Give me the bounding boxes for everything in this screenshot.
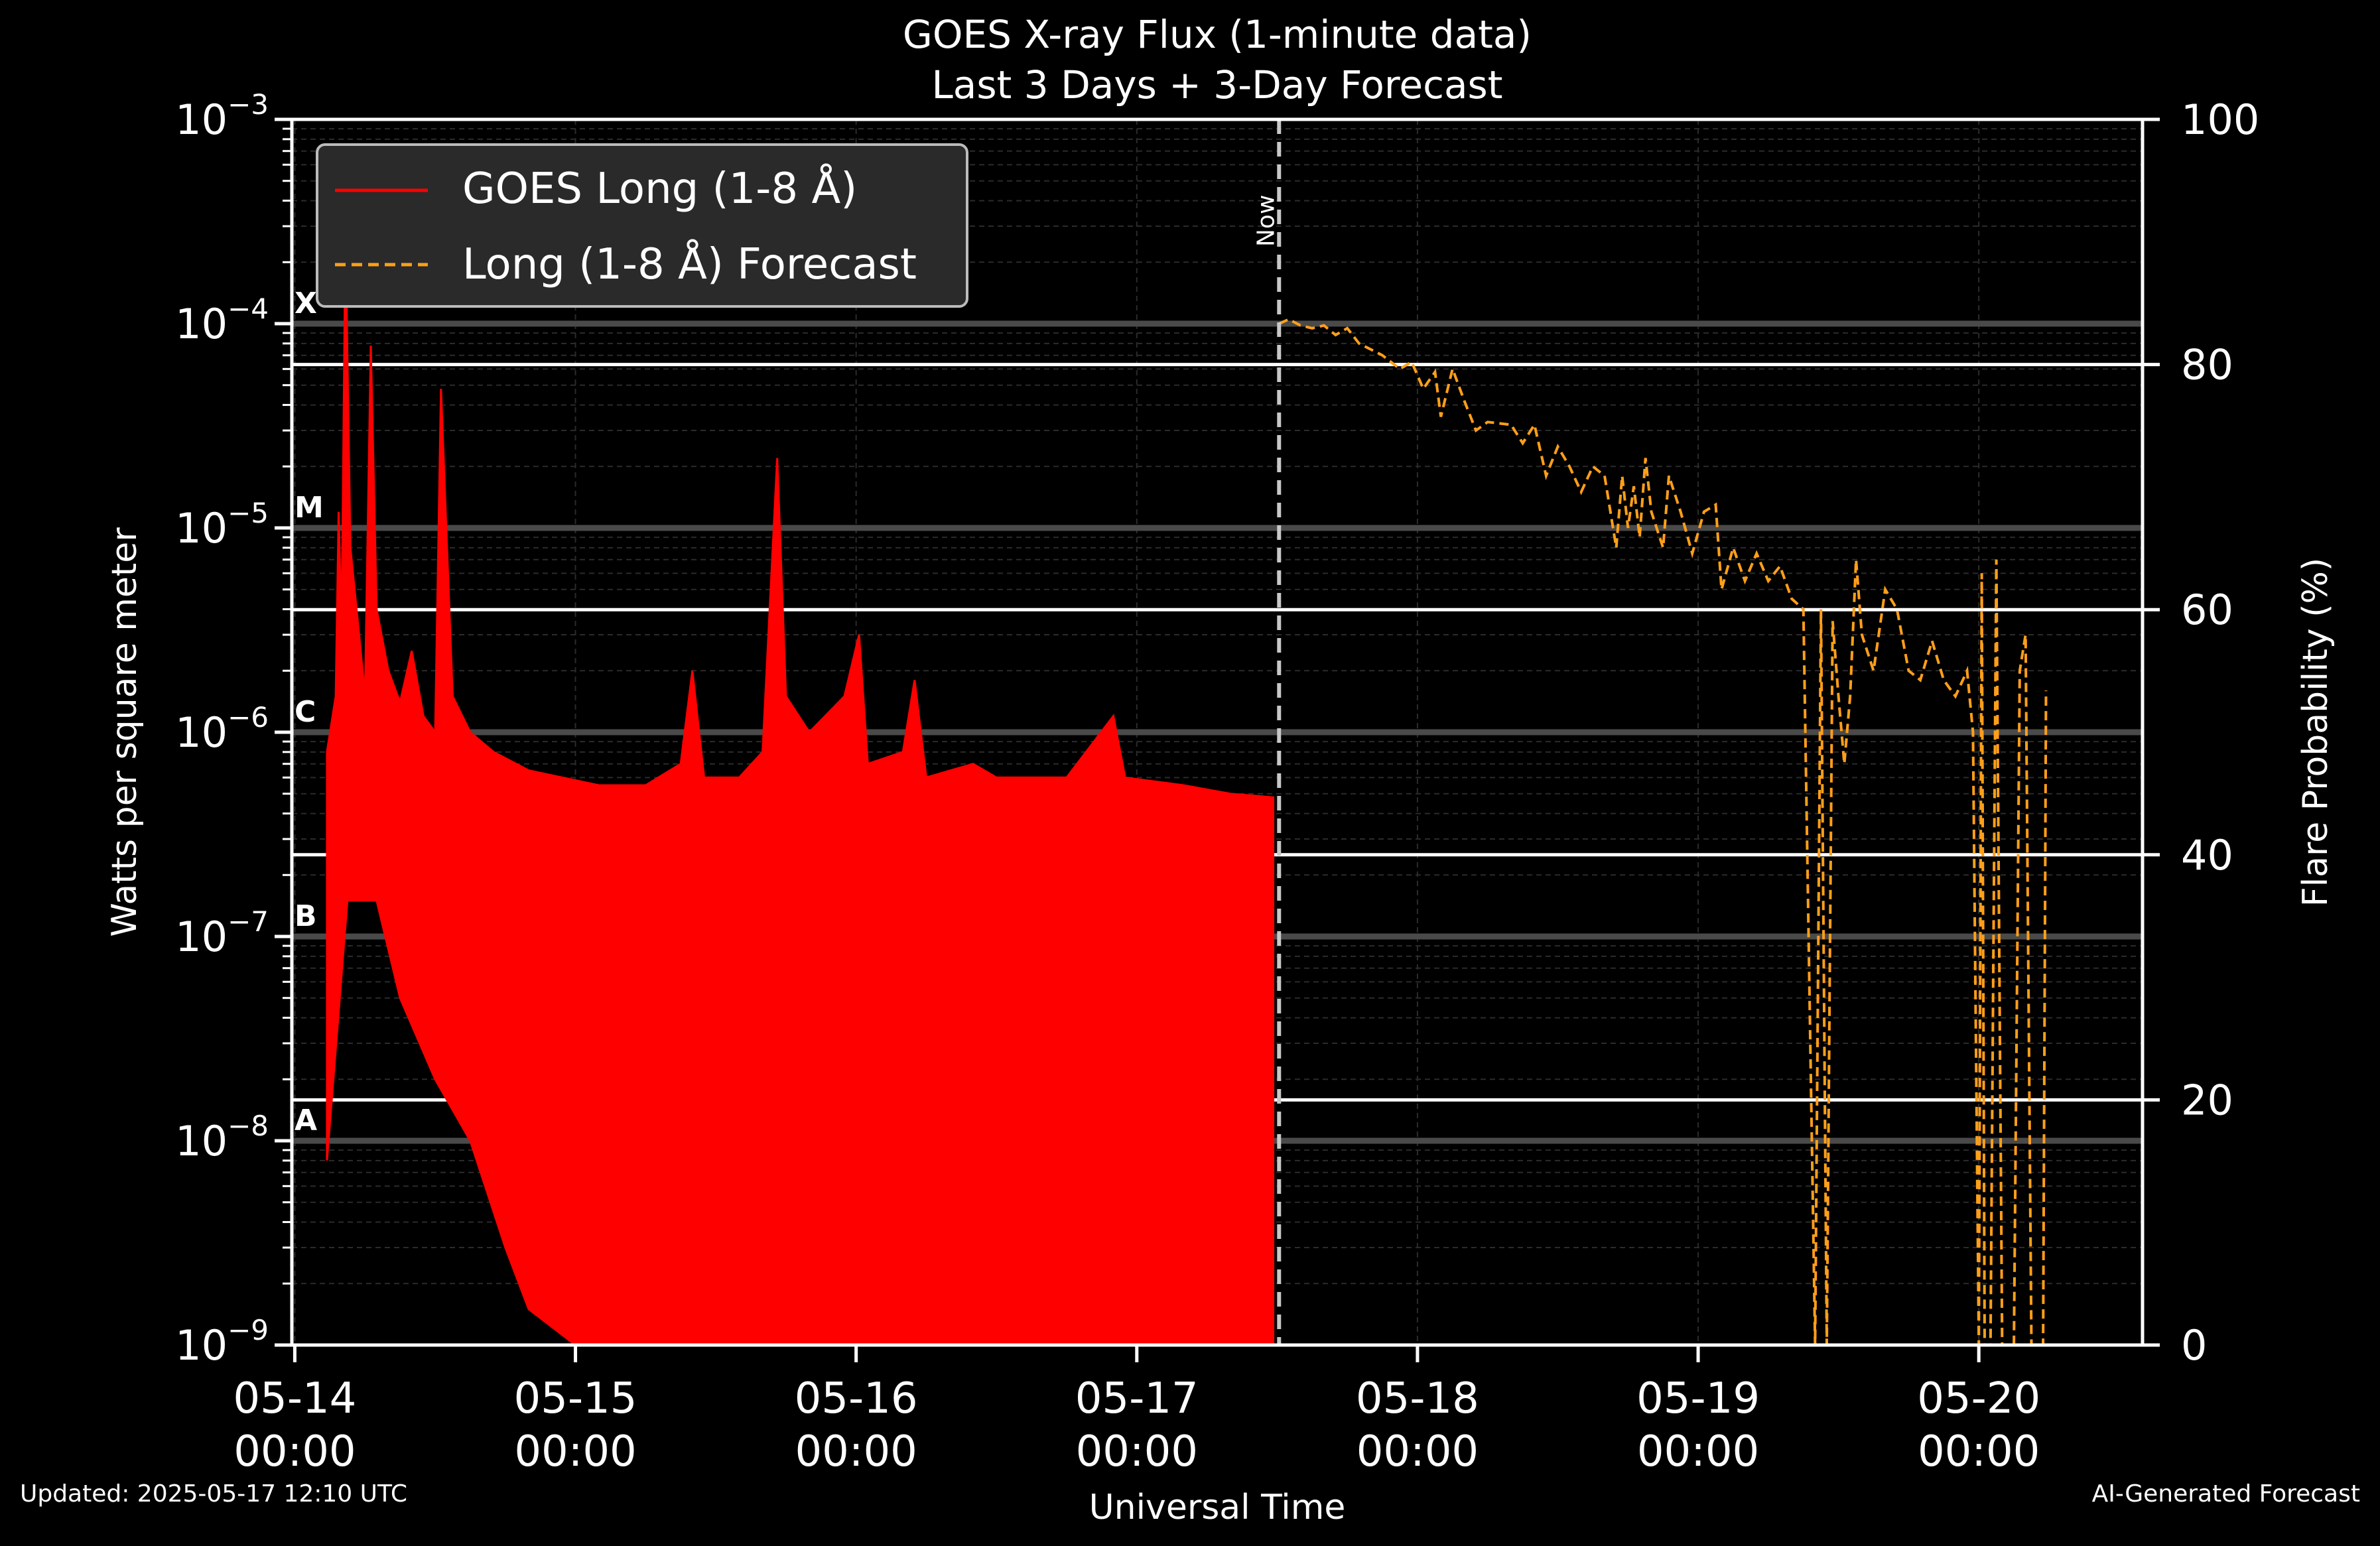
x-tick-label-date: 05-19 <box>1636 1374 1760 1423</box>
updated-timestamp: Updated: 2025-05-17 12:10 UTC <box>20 1480 408 1508</box>
y-tick-label: 10−3 <box>175 88 269 144</box>
x-tick-label-time: 00:00 <box>1637 1427 1759 1476</box>
series-goes-long <box>326 232 1274 1345</box>
y-tick-label: 10−8 <box>175 1110 269 1165</box>
y2-tick-label: 0 <box>2181 1321 2207 1370</box>
y-axis-label: Watts per square meter <box>105 527 145 937</box>
flare-class-label: A <box>295 1104 317 1137</box>
y2-tick-label: 40 <box>2181 831 2233 879</box>
x-tick-label-time: 00:00 <box>514 1427 636 1476</box>
x-tick-label-date: 05-15 <box>514 1374 637 1423</box>
x-tick-label-date: 05-16 <box>795 1374 918 1423</box>
flare-class-label: X <box>295 287 317 320</box>
y-tick-label: 10−4 <box>175 292 269 348</box>
x-tick-label-time: 00:00 <box>233 1427 356 1476</box>
y2-tick-label: 60 <box>2181 586 2233 634</box>
y-axis-ticks: 10−9 10−8 10−7 10−6 10−5 10−4 10−3 <box>175 88 292 1370</box>
flare-class-label: B <box>295 899 317 933</box>
x-tick-label-time: 00:00 <box>1076 1427 1198 1476</box>
y-tick-label: 10−7 <box>175 905 269 961</box>
y2-tick-label: 20 <box>2181 1076 2233 1124</box>
x-tick-label-date: 05-20 <box>1917 1374 2040 1423</box>
chart-title: GOES X-ray Flux (1-minute data) <box>903 12 1532 57</box>
x-tick-label-time: 00:00 <box>1356 1427 1479 1476</box>
legend: GOES Long (1-8 Å) Long (1-8 Å) Forecast <box>316 143 968 308</box>
x-tick-label-date: 05-18 <box>1356 1374 1479 1423</box>
x-tick-label-time: 00:00 <box>795 1427 917 1476</box>
series-long-forecast <box>1278 318 2048 1345</box>
flare-class-label: M <box>295 491 324 525</box>
legend-box <box>316 143 968 308</box>
y-tick-label: 10−9 <box>175 1314 269 1370</box>
y2-axis-ticks: 0 20 40 60 80 100 <box>2143 96 2259 1370</box>
y-tick-label: 10−5 <box>175 497 269 552</box>
y2-axis-label: Flare Probability (%) <box>2296 558 2336 907</box>
y2-tick-label: 80 <box>2181 341 2233 389</box>
now-label: Now <box>1252 195 1280 247</box>
x-tick-label-time: 00:00 <box>1918 1427 2040 1476</box>
y-tick-label: 10−6 <box>175 701 269 757</box>
flare-class-label: C <box>295 695 316 729</box>
forecast-credit: AI-Generated Forecast <box>2091 1480 2360 1508</box>
legend-entry-observed: GOES Long (1-8 Å) <box>462 163 857 214</box>
x-axis-label: Universal Time <box>1089 1488 1346 1527</box>
chart-subtitle: Last 3 Days + 3-Day Forecast <box>931 62 1502 107</box>
x-tick-label-date: 05-14 <box>233 1374 356 1423</box>
flare-class-labels: A B C M X <box>295 287 324 1137</box>
x-tick-label-date: 05-17 <box>1075 1374 1199 1423</box>
x-axis-ticks: 05-1400:0005-1500:0005-1600:0005-1700:00… <box>233 1345 2040 1476</box>
y2-tick-label: 100 <box>2181 96 2259 144</box>
legend-entry-forecast: Long (1-8 Å) Forecast <box>462 239 917 289</box>
